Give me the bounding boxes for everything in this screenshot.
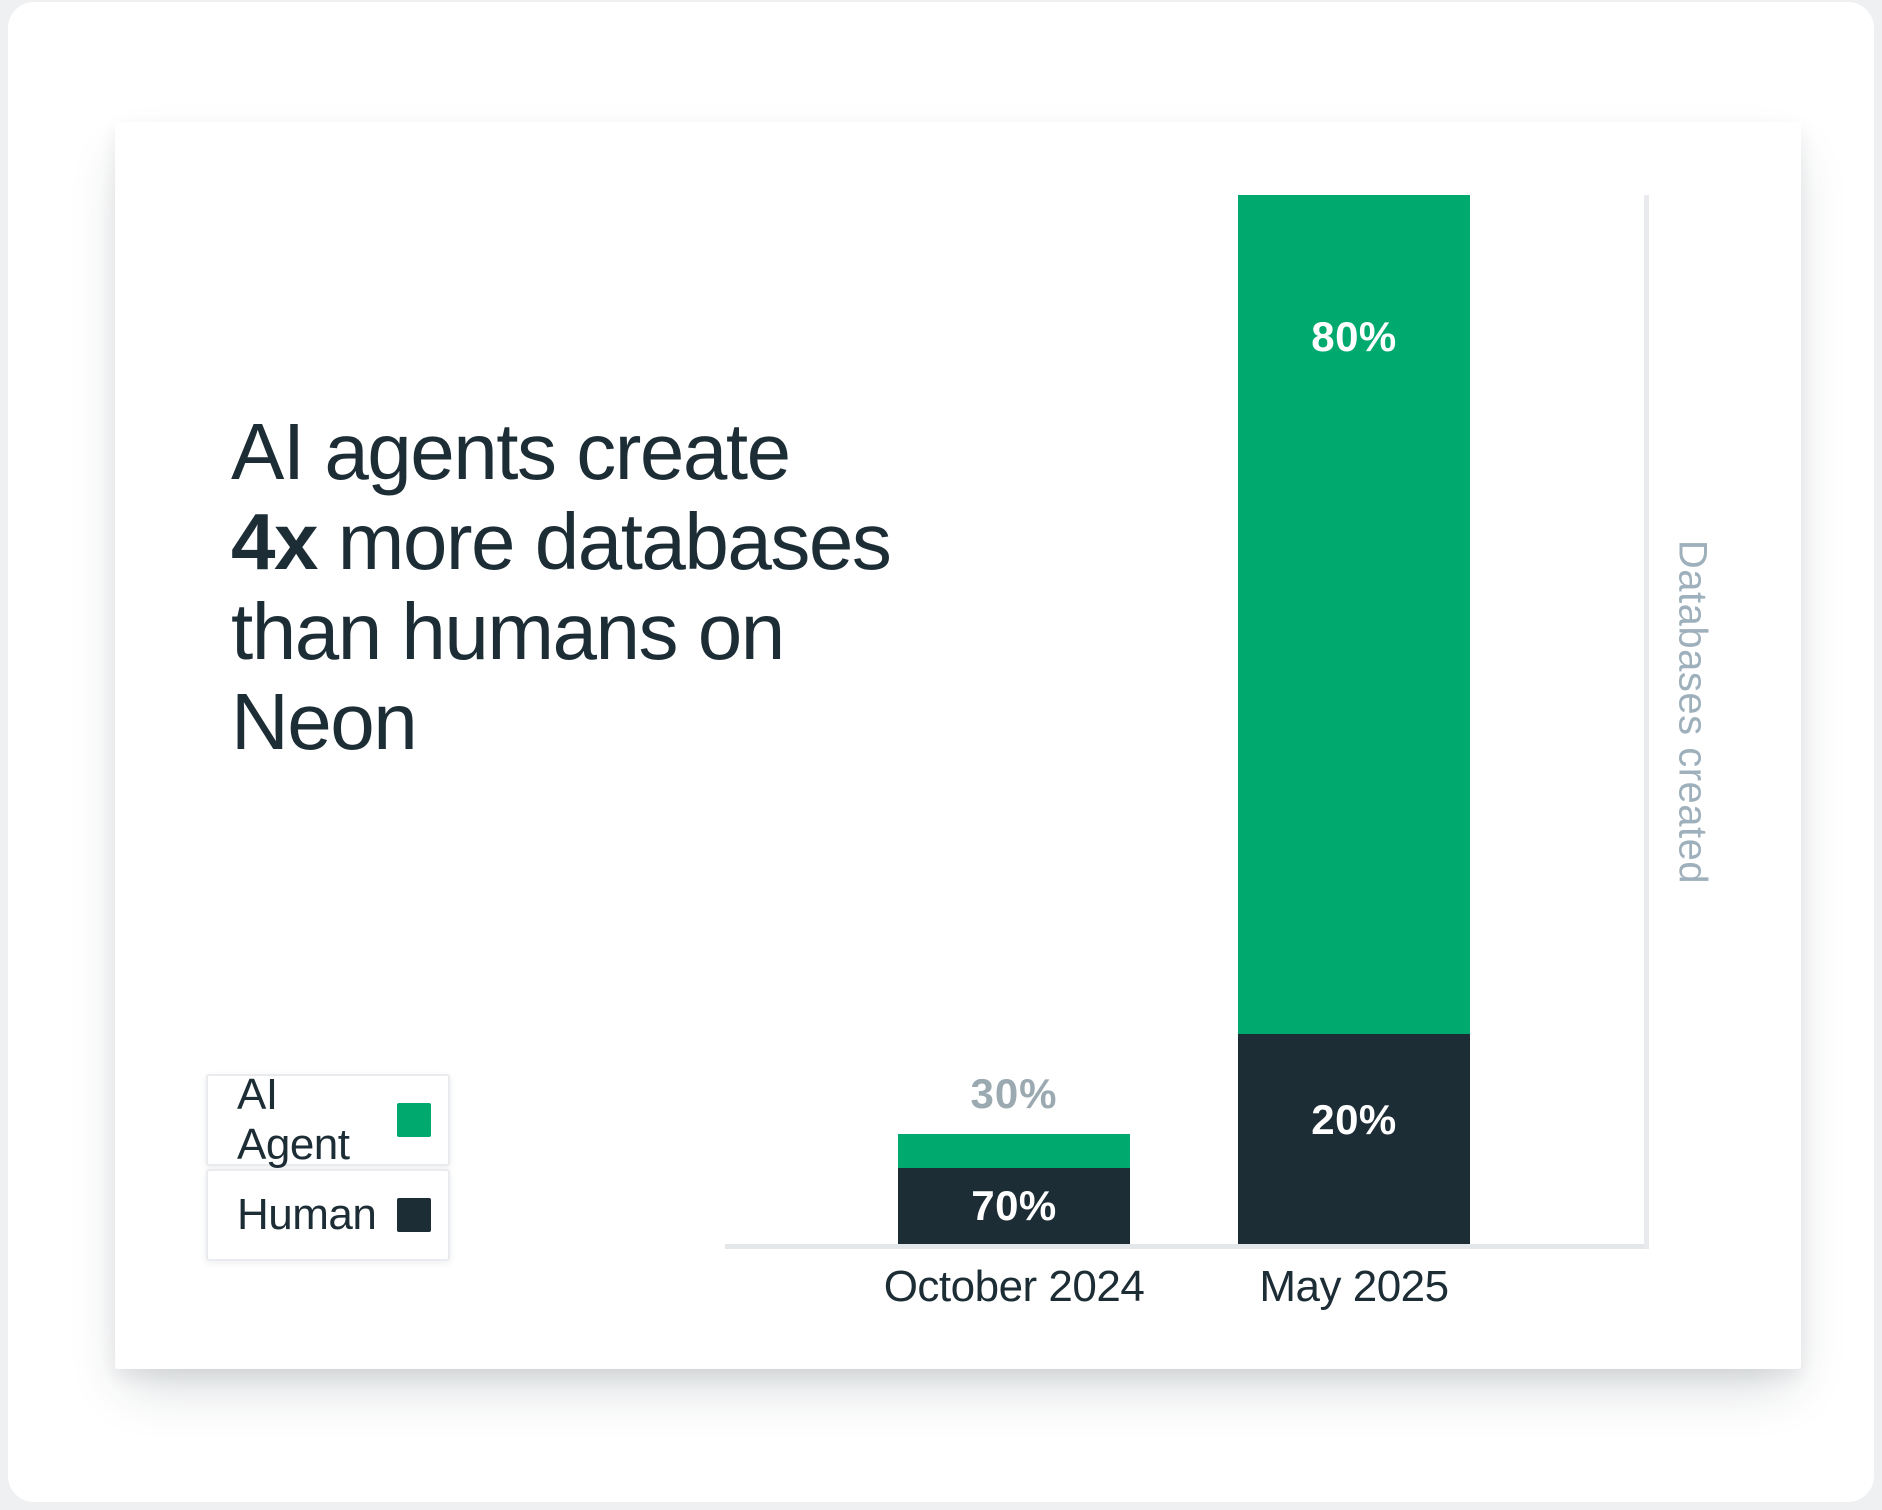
bar-value-label-may-ai: 80%	[1311, 313, 1397, 360]
chart-card: AI agents create 4x more databases than …	[115, 122, 1801, 1369]
legend-label-human: Human	[237, 1190, 377, 1239]
y-axis-line	[1644, 195, 1649, 1249]
bar-may-2025: 80% 20%	[1238, 195, 1470, 1244]
x-tick-october-2024: October 2024	[883, 1262, 1145, 1311]
bar-value-label-may-human: 20%	[1311, 1096, 1397, 1143]
x-tick-may-2025: May 2025	[1259, 1262, 1449, 1311]
legend-item-ai-agent: AI Agent	[206, 1070, 450, 1169]
bar-value-label-october-ai: 30%	[970, 1070, 1058, 1117]
headline-line-1: AI agents create	[231, 407, 791, 496]
headline-line-2-rest: more databases	[316, 497, 892, 586]
x-axis-line	[725, 1244, 1648, 1249]
outer-panel: AI agents create 4x more databases than …	[8, 2, 1874, 1502]
human-color-swatch	[397, 1198, 431, 1232]
legend-item-human: Human	[206, 1169, 450, 1261]
bar-segment-may-human: 20%	[1238, 1034, 1470, 1244]
multiplier-text: 4x	[231, 497, 318, 586]
bar-october-2024: 70%	[898, 1134, 1130, 1244]
legend: AI Agent Human	[206, 1070, 450, 1261]
bar-segment-october-ai-agent	[898, 1134, 1130, 1168]
ai-agent-color-swatch	[397, 1103, 431, 1137]
bar-segment-october-human: 70%	[898, 1168, 1130, 1244]
headline-line-4: Neon	[231, 677, 418, 766]
headline-line-3: than humans on	[231, 587, 785, 676]
headline-line-2: 4x more databases	[231, 497, 892, 587]
legend-label-ai-agent: AI Agent	[237, 1070, 350, 1169]
bar-value-label-october-human: 70%	[971, 1182, 1057, 1229]
bar-segment-may-ai-agent: 80%	[1238, 195, 1470, 1034]
y-axis-label: Databases created	[1670, 539, 1715, 885]
headline: AI agents create 4x more databases than …	[231, 407, 892, 767]
